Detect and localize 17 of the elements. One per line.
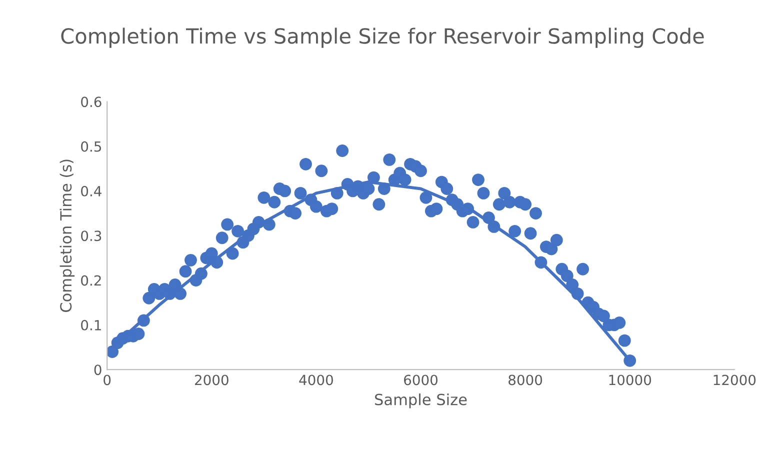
y-tick-label: 0.3 [81, 230, 102, 242]
y-axis-title: Completion Time (s) [60, 160, 75, 312]
x-axis-title: Sample Size [375, 393, 467, 408]
y-tick-label: 0.2 [81, 275, 101, 286]
x-tick-label: 2000 [194, 374, 228, 386]
y-tick-label: 0.5 [81, 141, 102, 152]
y-tick-label: 0.4 [81, 186, 102, 196]
x-tick-label: 0 [104, 374, 111, 386]
x-tick-label: 8000 [508, 374, 542, 386]
y-tick-label: 0.6 [81, 96, 102, 108]
x-tick-label: 10000 [609, 374, 652, 386]
x-tick-label: 12000 [714, 374, 756, 386]
chart-title: Completion Time vs Sample Size for Reservoir Sampling Code [61, 28, 704, 48]
y-tick-label: 0.1 [81, 320, 101, 330]
x-tick-label: 6000 [404, 374, 438, 386]
y-tick-label: 0 [94, 364, 102, 376]
x-tick-label: 4000 [299, 374, 333, 386]
